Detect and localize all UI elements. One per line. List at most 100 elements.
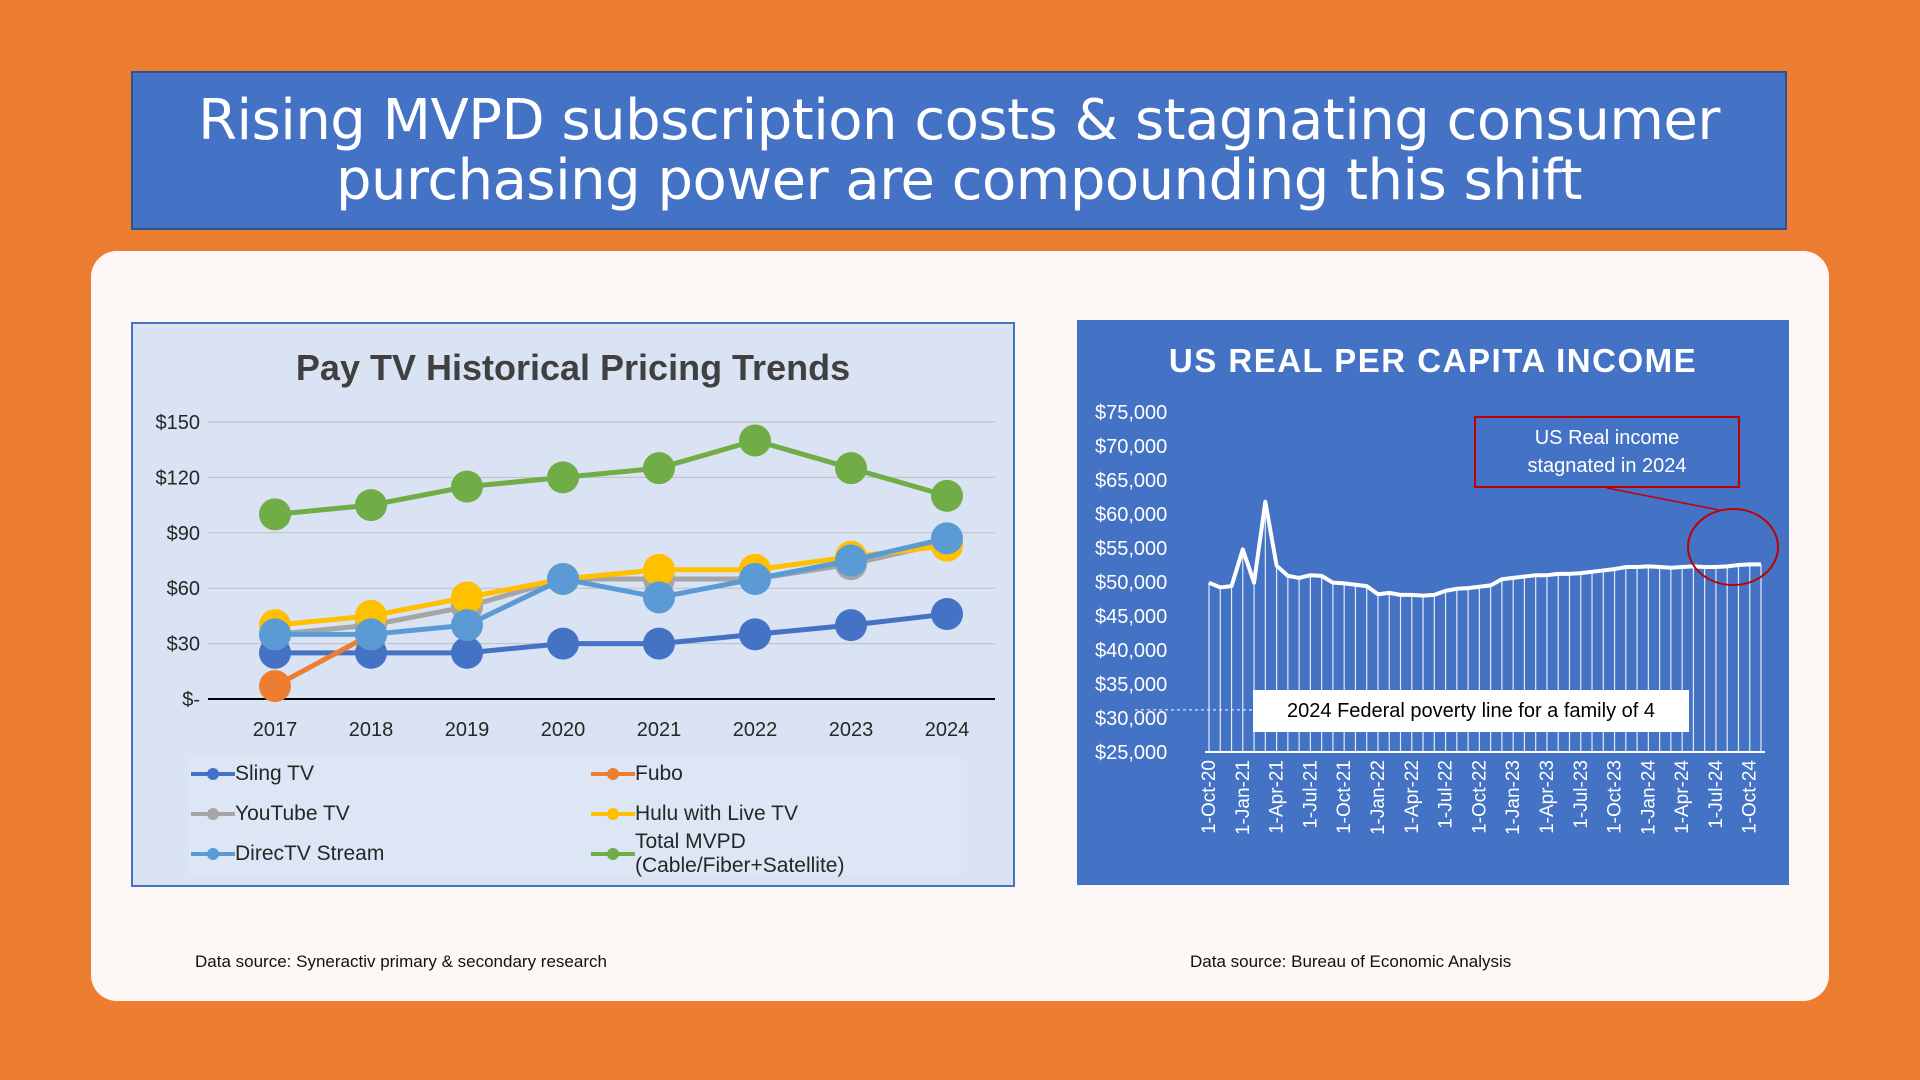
stagnation-highlight-circle	[1687, 508, 1779, 586]
slide-title: Rising MVPD subscription costs & stagnat…	[131, 71, 1787, 230]
legend-item: YouTube TV	[191, 799, 350, 829]
data-point	[451, 636, 483, 669]
annotation-note-line-1: US Real income	[1534, 427, 1680, 449]
data-point	[739, 562, 771, 595]
annotation-note: US Real income stagnated in 2024	[1474, 416, 1740, 488]
y-tick-label: $120	[156, 467, 201, 489]
legend-label: Total MVPD (Cable/Fiber+Satellite)	[634, 830, 845, 877]
legend-label: YouTube TV	[235, 802, 350, 825]
data-point	[643, 452, 675, 485]
y-tick-label: $30,000	[1095, 708, 1167, 730]
data-point	[739, 618, 771, 651]
annotation-connector	[1606, 487, 1720, 511]
legend-swatch	[591, 839, 635, 869]
x-tick-label: 2019	[445, 719, 490, 741]
x-tick-label: 2023	[829, 719, 874, 741]
series-line	[274, 543, 948, 628]
legend-item: DirecTV Stream	[191, 839, 384, 869]
data-point	[835, 609, 867, 642]
x-tick-label: 1-Jan-22	[1368, 760, 1389, 835]
data-point	[931, 522, 963, 555]
y-tick-label: $50,000	[1095, 572, 1167, 594]
legend-item: Total MVPD (Cable/Fiber+Satellite)	[591, 830, 961, 877]
slide-title-line-2: purchasing power are compounding this sh…	[336, 147, 1583, 213]
data-point	[931, 598, 963, 631]
real-income-plot: US REAL PER CAPITA INCOME $25,000 $30,000…	[1095, 342, 1779, 835]
y-tick-label: $35,000	[1095, 674, 1167, 696]
x-tick-label: 1-Oct-23	[1605, 760, 1626, 834]
income-series-line	[1208, 499, 1761, 598]
legend-swatch	[191, 799, 235, 829]
data-point	[547, 461, 579, 494]
chart-title: Pay TV Historical Pricing Trends	[296, 347, 850, 388]
source-note-left: Data source: Syneractiv primary & second…	[195, 952, 607, 971]
y-tick-label: $40,000	[1095, 640, 1167, 662]
pay-tv-pricing-plot: Pay TV Historical Pricing Trends $- $30 $6…	[156, 347, 995, 741]
data-point	[259, 670, 291, 703]
x-tick-label: 2020	[541, 719, 586, 741]
data-point	[355, 489, 387, 522]
legend-swatch	[191, 759, 235, 789]
y-tick-label: $150	[156, 412, 201, 434]
legend-item: Hulu with Live TV	[591, 799, 798, 829]
y-tick-label: $70,000	[1095, 436, 1167, 458]
legend-label: Hulu with Live TV	[635, 802, 799, 825]
data-point	[451, 581, 483, 614]
y-tick-label: $25,000	[1095, 742, 1167, 764]
series-total-mvpd-cable-fiber-satellite	[259, 424, 963, 531]
y-tick-label: $60,000	[1095, 504, 1167, 526]
data-point	[355, 618, 387, 651]
x-tick-label: 1-Apr-22	[1402, 760, 1423, 834]
real-income-chart: US REAL PER CAPITA INCOME $25,000 $30,000…	[1077, 320, 1789, 885]
x-tick-label: 1-Jan-21	[1233, 760, 1254, 835]
x-tick-label: 1-Apr-24	[1672, 760, 1693, 834]
data-point	[451, 609, 483, 642]
x-tick-label: 1-Jan-24	[1638, 760, 1659, 835]
legend-label: DirecTV Stream	[235, 842, 385, 865]
pay-tv-pricing-chart: Pay TV Historical Pricing Trends $- $30 $6…	[131, 322, 1015, 887]
data-point	[643, 581, 675, 614]
x-tick-label: 1-Apr-21	[1267, 760, 1288, 834]
x-tick-label: 1-Apr-23	[1537, 760, 1558, 834]
legend-label: Sling TV	[235, 762, 314, 785]
series-directv-stream	[259, 522, 963, 651]
data-point	[451, 470, 483, 503]
x-tick-label: 2017	[253, 719, 298, 741]
x-tick-label: 1-Jul-22	[1436, 760, 1457, 829]
x-tick-label: 1-Jul-24	[1706, 760, 1727, 829]
series-line	[273, 632, 373, 689]
legend-item: Fubo	[591, 759, 683, 789]
legend-swatch	[191, 839, 235, 869]
y-tick-label: $75,000	[1095, 402, 1167, 424]
chart-title: US REAL PER CAPITA INCOME	[1169, 342, 1697, 379]
data-point	[643, 553, 675, 586]
series-line	[275, 535, 948, 637]
poverty-line-label: 2024 Federal poverty line for a family o…	[1253, 690, 1689, 732]
slide-title-line-1: Rising MVPD subscription costs & stagnat…	[198, 87, 1720, 153]
data-point	[739, 424, 771, 457]
data-point	[931, 479, 963, 512]
x-tick-label: 2018	[349, 719, 394, 741]
data-point	[259, 498, 291, 531]
x-tick-label: 2024	[925, 719, 970, 741]
annotation-note-line-2: stagnated in 2024	[1527, 455, 1687, 477]
x-tick-label: 2022	[733, 719, 778, 741]
x-tick-label: 1-Oct-20	[1199, 760, 1220, 834]
legend-swatch	[591, 799, 635, 829]
x-tick-label: 1-Oct-22	[1469, 760, 1490, 834]
data-point	[835, 452, 867, 485]
data-point	[547, 562, 579, 595]
data-point	[643, 627, 675, 660]
legend-label: Fubo	[635, 762, 683, 785]
x-tick-label: 1-Jan-23	[1503, 760, 1524, 835]
y-tick-label: $55,000	[1095, 538, 1167, 560]
data-point	[835, 544, 867, 577]
y-tick-label: $30	[167, 634, 200, 656]
x-tick-label: 2021	[637, 719, 682, 741]
x-tick-label: 1-Oct-21	[1334, 760, 1355, 834]
data-point	[547, 627, 579, 660]
series-line	[274, 437, 948, 517]
y-tick-label: $65,000	[1095, 470, 1167, 492]
x-tick-label: 1-Jul-23	[1571, 760, 1592, 829]
x-tick-label: 1-Oct-24	[1740, 760, 1761, 834]
